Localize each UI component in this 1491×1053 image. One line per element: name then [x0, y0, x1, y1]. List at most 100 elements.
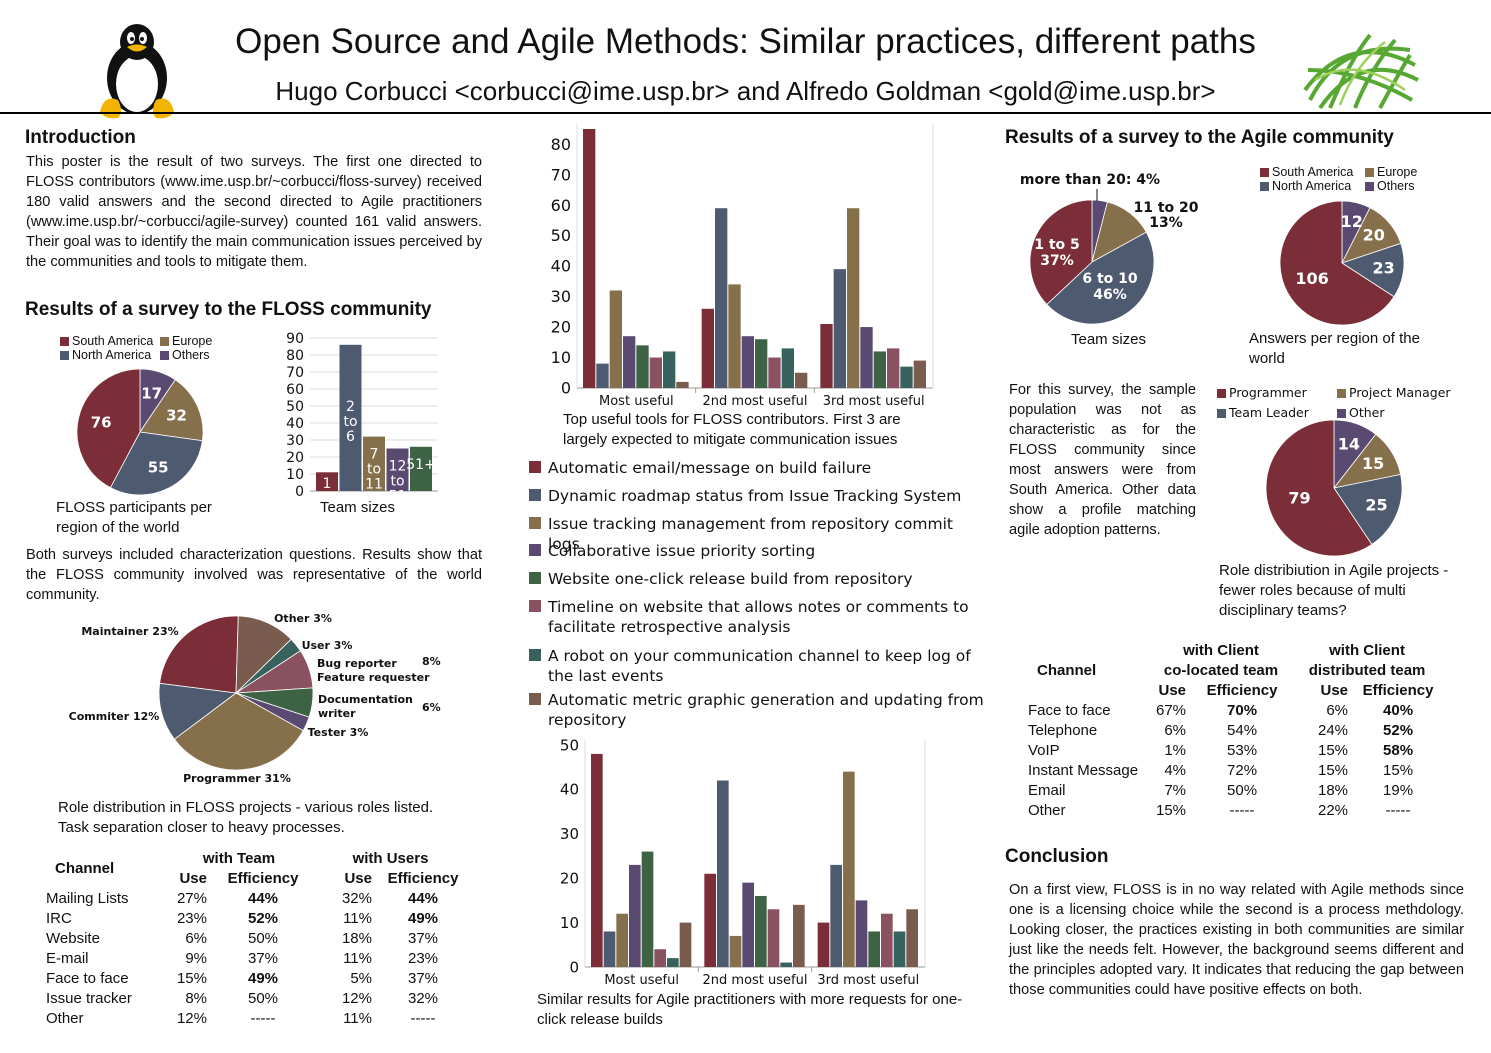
agile-survey-text: For this survey, the sample population w…: [1009, 382, 1196, 538]
x-tick-label: Most useful: [604, 973, 679, 988]
y-tick-label: 40: [560, 781, 579, 799]
table-cell: Instant Message: [1028, 761, 1139, 779]
table-cell: 40%: [1383, 701, 1414, 719]
pie-label: User 3%: [302, 639, 353, 652]
bar: [873, 351, 886, 388]
conclusion-text: On a first view, FLOSS is in no way rela…: [1009, 882, 1464, 998]
table-cell: 52%: [247, 909, 279, 927]
table-cell: 67%: [1156, 701, 1187, 719]
data-label: 15: [1362, 454, 1384, 473]
bar: [591, 753, 603, 967]
tool-legend-item: Timeline on website that allows notes or…: [529, 597, 989, 637]
table-cell: 32%: [407, 989, 439, 1007]
floss-region-legend: South America Europe North America Others: [60, 334, 240, 362]
tools-caption-floss: Top useful tools for FLOSS contributors.…: [563, 411, 901, 448]
pie-label: writer: [318, 707, 356, 720]
legend-item: Europe: [172, 334, 213, 348]
green-globe-logo: [1300, 30, 1420, 110]
y-tick-label: 70: [286, 365, 304, 381]
table-cell: 49%: [407, 909, 439, 927]
legend-item: Others: [172, 348, 210, 362]
conclusion-heading: Conclusion: [1005, 846, 1109, 867]
legend-item: South America: [1272, 165, 1354, 179]
bar: [654, 949, 666, 967]
table-cell: 44%: [407, 889, 439, 907]
table-header-efficiency: Efficiency: [387, 869, 459, 887]
bar: [767, 909, 780, 967]
y-tick-label: 80: [286, 348, 304, 364]
bar: [868, 931, 880, 967]
table-cell: 11%: [343, 1009, 372, 1027]
tux-logo: [94, 20, 180, 120]
header-divider: [0, 112, 1491, 114]
table-cell: 12%: [176, 1009, 207, 1027]
agile-region-caption: Answers per region of the world: [1249, 330, 1420, 367]
pie-label: 6%: [422, 701, 441, 714]
tool-label: A robot on your communication channel to…: [548, 647, 971, 685]
tool-label: Automatic email/message on build failure: [548, 459, 872, 477]
table-row: Instant Message 4% 72% 15% 15%: [1022, 760, 1442, 780]
bar: [649, 357, 662, 388]
table-cell: 9%: [185, 949, 207, 967]
bar-label: 51: [389, 489, 407, 501]
pie-slice: [159, 615, 239, 694]
table-cell: 37%: [247, 949, 279, 967]
data-label: 76: [91, 413, 112, 431]
floss-region-caption: FLOSS participants per region of the wor…: [56, 499, 212, 536]
table-row: Other 15% ----- 22% -----: [1022, 800, 1442, 820]
bar: [795, 372, 808, 388]
table-header-distributed: with Client: [1329, 641, 1405, 659]
bar: [887, 348, 900, 388]
table-cell: 4%: [1164, 761, 1187, 779]
bar-label: to: [367, 462, 381, 478]
table-cell: -----: [1229, 801, 1255, 819]
legend-swatch: [1337, 389, 1346, 398]
y-tick-label: 10: [560, 914, 579, 932]
bar: [843, 771, 855, 967]
y-tick-label: 20: [551, 318, 571, 337]
table-cell: -----: [250, 1009, 276, 1027]
tool-label: Website one-click release build from rep…: [548, 570, 913, 588]
bar: [679, 922, 692, 967]
table-cell: 11%: [343, 909, 372, 927]
bar: [641, 851, 654, 967]
table-cell: 23%: [407, 949, 439, 967]
legend-swatch: [529, 600, 541, 612]
tool-legend-item: Automatic email/message on build failure: [529, 458, 989, 498]
pie-slice: [173, 692, 304, 771]
table-header-colocated-sub: co-located team: [1163, 661, 1279, 679]
legend-swatch: [1260, 182, 1269, 192]
pie-label: Bug reporter: [317, 657, 397, 670]
pie-label: 8%: [422, 655, 441, 668]
legend-swatch: [529, 517, 541, 529]
pie-slice: [1341, 242, 1405, 298]
y-tick-label: 50: [551, 226, 571, 245]
bar: [609, 290, 622, 388]
table-cell: 50%: [1227, 781, 1258, 799]
y-tick-label: 80: [551, 135, 571, 154]
table-cell: 37%: [407, 929, 439, 947]
pie-label: Documentation: [318, 693, 413, 706]
floss-tools-chart: 0 10 20 30 40 50 60 70 80 Most useful 2nd most use…: [551, 124, 934, 409]
data-label: 46%: [1093, 287, 1127, 303]
table-header-channel: Channel: [55, 859, 115, 877]
y-tick-label: 30: [560, 825, 579, 843]
bar: [623, 336, 636, 388]
floss-heading: Results of a survey to the FLOSS communi…: [25, 299, 432, 320]
pie-slice: [139, 379, 204, 442]
table-header-use: Use: [344, 869, 372, 887]
y-tick-label: 60: [551, 196, 571, 215]
bar: [676, 381, 689, 388]
table-cell: 6%: [1326, 701, 1349, 719]
bar: [906, 909, 918, 967]
table-header-use: Use: [1158, 681, 1187, 699]
pie-slice: [1333, 473, 1403, 546]
data-label: 23: [1373, 258, 1395, 277]
table-cell: 11%: [343, 949, 372, 967]
tool-legend-item: Collaborative issue priority sorting: [529, 541, 989, 581]
table-cell: 50%: [247, 929, 279, 947]
data-label: 6 to 10: [1082, 271, 1138, 287]
bar: [729, 935, 742, 967]
data-label: 14: [1338, 434, 1360, 453]
